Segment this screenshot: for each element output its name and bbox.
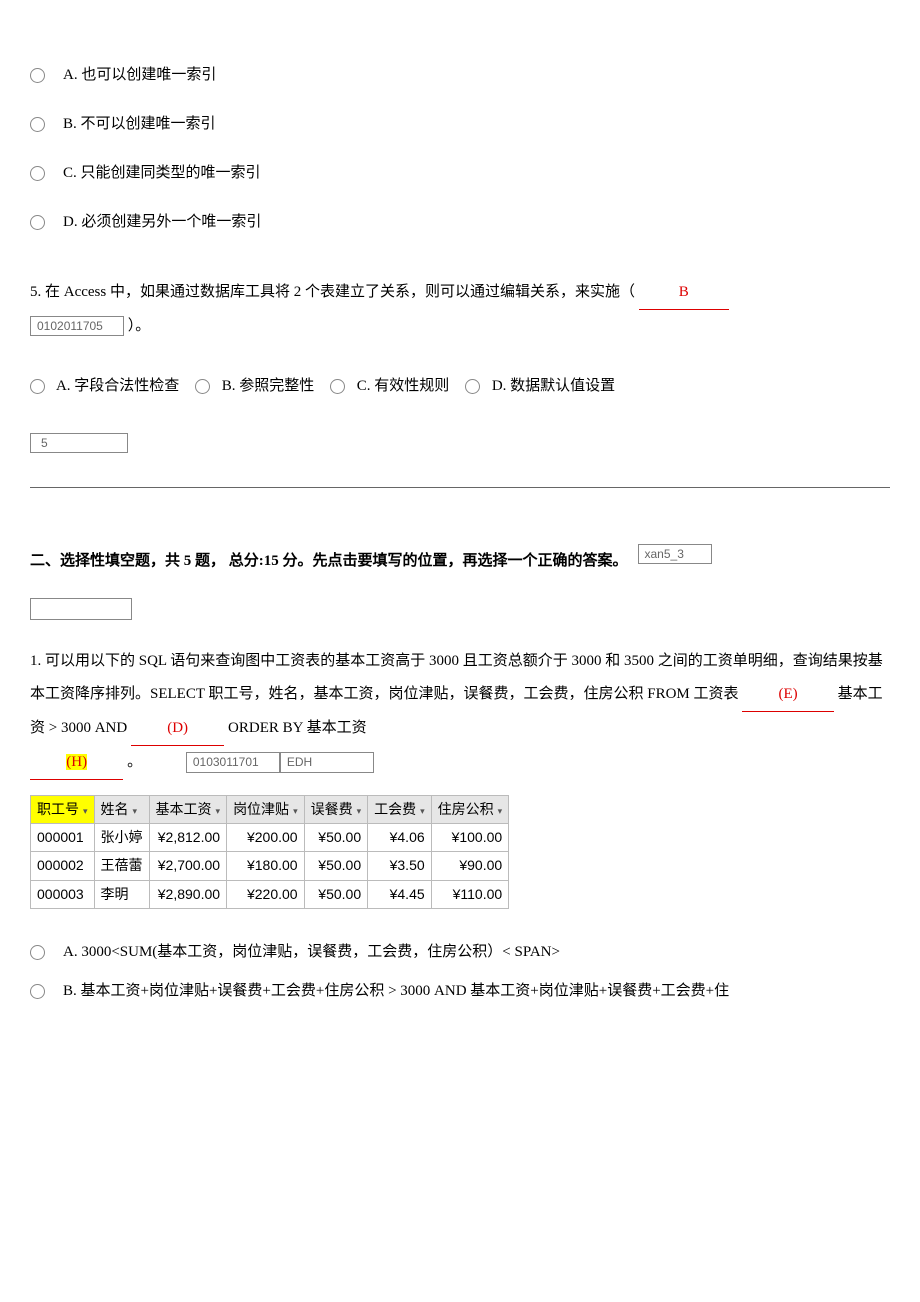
cell-allow: ¥220.00 xyxy=(227,880,305,908)
option-label: B. 参照完整性 xyxy=(222,378,315,394)
q1-stem: 1. 可以用以下的 SQL 语句来查询图中工资表的基本工资高于 3000 且工资… xyxy=(30,645,890,780)
radio-icon xyxy=(30,117,45,132)
cell-base: ¥2,890.00 xyxy=(149,880,227,908)
cell-house: ¥110.00 xyxy=(431,880,509,908)
radio-icon xyxy=(330,379,345,394)
section2-heading: 二、选择性填空题，共 5 题， 总分:15 分。先点击要填写的位置，再选择一个正… xyxy=(30,548,628,575)
cell-name: 李明 xyxy=(94,880,149,908)
salary-table: 职工号▾ 姓名▾ 基本工资▾ 岗位津贴▾ 误餐费▾ 工会费▾ 住房公积▾ 000… xyxy=(30,795,509,909)
q4-option-a[interactable]: A. 也可以创建唯一索引 xyxy=(30,62,890,89)
q5-text-2: ）。 xyxy=(128,318,151,334)
q1-code-boxes: 0103011701 EDH xyxy=(186,752,374,772)
cell-union: ¥4.45 xyxy=(368,880,432,908)
option-label: A. 也可以创建唯一索引 xyxy=(63,62,216,89)
table-row: 000002 王蓓蕾 ¥2,700.00 ¥180.00 ¥50.00 ¥3.5… xyxy=(31,852,509,880)
option-label: A. 3000<SUM(基本工资，岗位津贴，误餐费，工会费，住房公积）< SPA… xyxy=(63,939,560,966)
cell-meal: ¥50.00 xyxy=(304,852,368,880)
col-allow[interactable]: 岗位津贴▾ xyxy=(227,796,305,824)
salary-table-wrap: 职工号▾ 姓名▾ 基本工资▾ 岗位津贴▾ 误餐费▾ 工会费▾ 住房公积▾ 000… xyxy=(30,795,890,909)
q1-text-3: ORDER BY 基本工资 xyxy=(228,720,367,736)
option-label: C. 有效性规则 xyxy=(357,378,450,394)
cell-id: 000003 xyxy=(31,880,95,908)
cell-meal: ¥50.00 xyxy=(304,824,368,852)
q5-blank[interactable]: B xyxy=(639,276,729,310)
cell-base: ¥2,812.00 xyxy=(149,824,227,852)
radio-icon xyxy=(30,166,45,181)
table-header-row: 职工号▾ 姓名▾ 基本工资▾ 岗位津贴▾ 误餐费▾ 工会费▾ 住房公积▾ xyxy=(31,796,509,824)
q1-blank-1[interactable]: (E) xyxy=(742,678,834,712)
cell-id: 000002 xyxy=(31,852,95,880)
radio-icon xyxy=(195,379,210,394)
radio-icon xyxy=(30,215,45,230)
option-label: B. 不可以创建唯一索引 xyxy=(63,111,216,138)
q1-blank-3[interactable]: (H) xyxy=(30,746,123,780)
option-label: B. 基本工资+岗位津贴+误餐费+工会费+住房公积 > 3000 AND 基本工… xyxy=(63,978,729,1005)
q1-blank-2[interactable]: (D) xyxy=(131,712,224,746)
q5-stem: 5. 在 Access 中，如果通过数据库工具将 2 个表建立了关系，则可以通过… xyxy=(30,276,890,343)
section-divider xyxy=(30,487,890,488)
q5-option-d[interactable]: D. 数据默认值设置 xyxy=(465,378,615,394)
q4-option-c[interactable]: C. 只能创建同类型的唯一索引 xyxy=(30,160,890,187)
q1-code1-box: 0103011701 xyxy=(186,752,280,772)
q5-option-c[interactable]: C. 有效性规则 xyxy=(330,378,453,394)
q1-option-a[interactable]: A. 3000<SUM(基本工资，岗位津贴，误餐费，工会费，住房公积）< SPA… xyxy=(30,939,890,966)
cell-house: ¥100.00 xyxy=(431,824,509,852)
cell-meal: ¥50.00 xyxy=(304,880,368,908)
cell-house: ¥90.00 xyxy=(431,852,509,880)
option-label: D. 数据默认值设置 xyxy=(492,378,615,394)
table-row: 000003 李明 ¥2,890.00 ¥220.00 ¥50.00 ¥4.45… xyxy=(31,880,509,908)
q4-option-d[interactable]: D. 必须创建另外一个唯一索引 xyxy=(30,209,890,236)
cell-allow: ¥180.00 xyxy=(227,852,305,880)
q1-option-b[interactable]: B. 基本工资+岗位津贴+误餐费+工会费+住房公积 > 3000 AND 基本工… xyxy=(30,978,890,1005)
cell-base: ¥2,700.00 xyxy=(149,852,227,880)
col-empid[interactable]: 职工号▾ xyxy=(31,796,95,824)
radio-icon xyxy=(30,945,45,960)
cell-name: 张小婷 xyxy=(94,824,149,852)
col-meal[interactable]: 误餐费▾ xyxy=(304,796,368,824)
radio-icon xyxy=(30,984,45,999)
section2-empty-box xyxy=(30,598,132,620)
col-name[interactable]: 姓名▾ xyxy=(94,796,149,824)
section2-header-row: 二、选择性填空题，共 5 题， 总分:15 分。先点击要填写的位置，再选择一个正… xyxy=(30,518,890,590)
col-house[interactable]: 住房公积▾ xyxy=(431,796,509,824)
q1-text-4: 。 xyxy=(127,754,142,770)
q5-score-box: 5 xyxy=(30,430,890,457)
table-row: 000001 张小婷 ¥2,812.00 ¥200.00 ¥50.00 ¥4.0… xyxy=(31,824,509,852)
cell-id: 000001 xyxy=(31,824,95,852)
option-label: C. 只能创建同类型的唯一索引 xyxy=(63,160,261,187)
option-label: A. 字段合法性检查 xyxy=(56,378,179,394)
cell-union: ¥3.50 xyxy=(368,852,432,880)
cell-allow: ¥200.00 xyxy=(227,824,305,852)
q5-text-1: 5. 在 Access 中，如果通过数据库工具将 2 个表建立了关系，则可以通过… xyxy=(30,284,635,300)
section2-code-box: xan5_3 xyxy=(638,544,712,564)
radio-icon xyxy=(30,68,45,83)
radio-icon xyxy=(465,379,480,394)
q1-code2-box: EDH xyxy=(280,752,374,772)
q5-option-b[interactable]: B. 参照完整性 xyxy=(195,378,318,394)
radio-icon xyxy=(30,379,45,394)
cell-union: ¥4.06 xyxy=(368,824,432,852)
q4-option-b[interactable]: B. 不可以创建唯一索引 xyxy=(30,111,890,138)
col-union[interactable]: 工会费▾ xyxy=(368,796,432,824)
q5-code-box: 0102011705 xyxy=(30,316,124,336)
q5-option-a[interactable]: A. 字段合法性检查 xyxy=(30,378,183,394)
cell-name: 王蓓蕾 xyxy=(94,852,149,880)
q5-options: A. 字段合法性检查 B. 参照完整性 C. 有效性规则 D. 数据默认值设置 xyxy=(30,373,890,400)
option-label: D. 必须创建另外一个唯一索引 xyxy=(63,209,261,236)
col-base[interactable]: 基本工资▾ xyxy=(149,796,227,824)
